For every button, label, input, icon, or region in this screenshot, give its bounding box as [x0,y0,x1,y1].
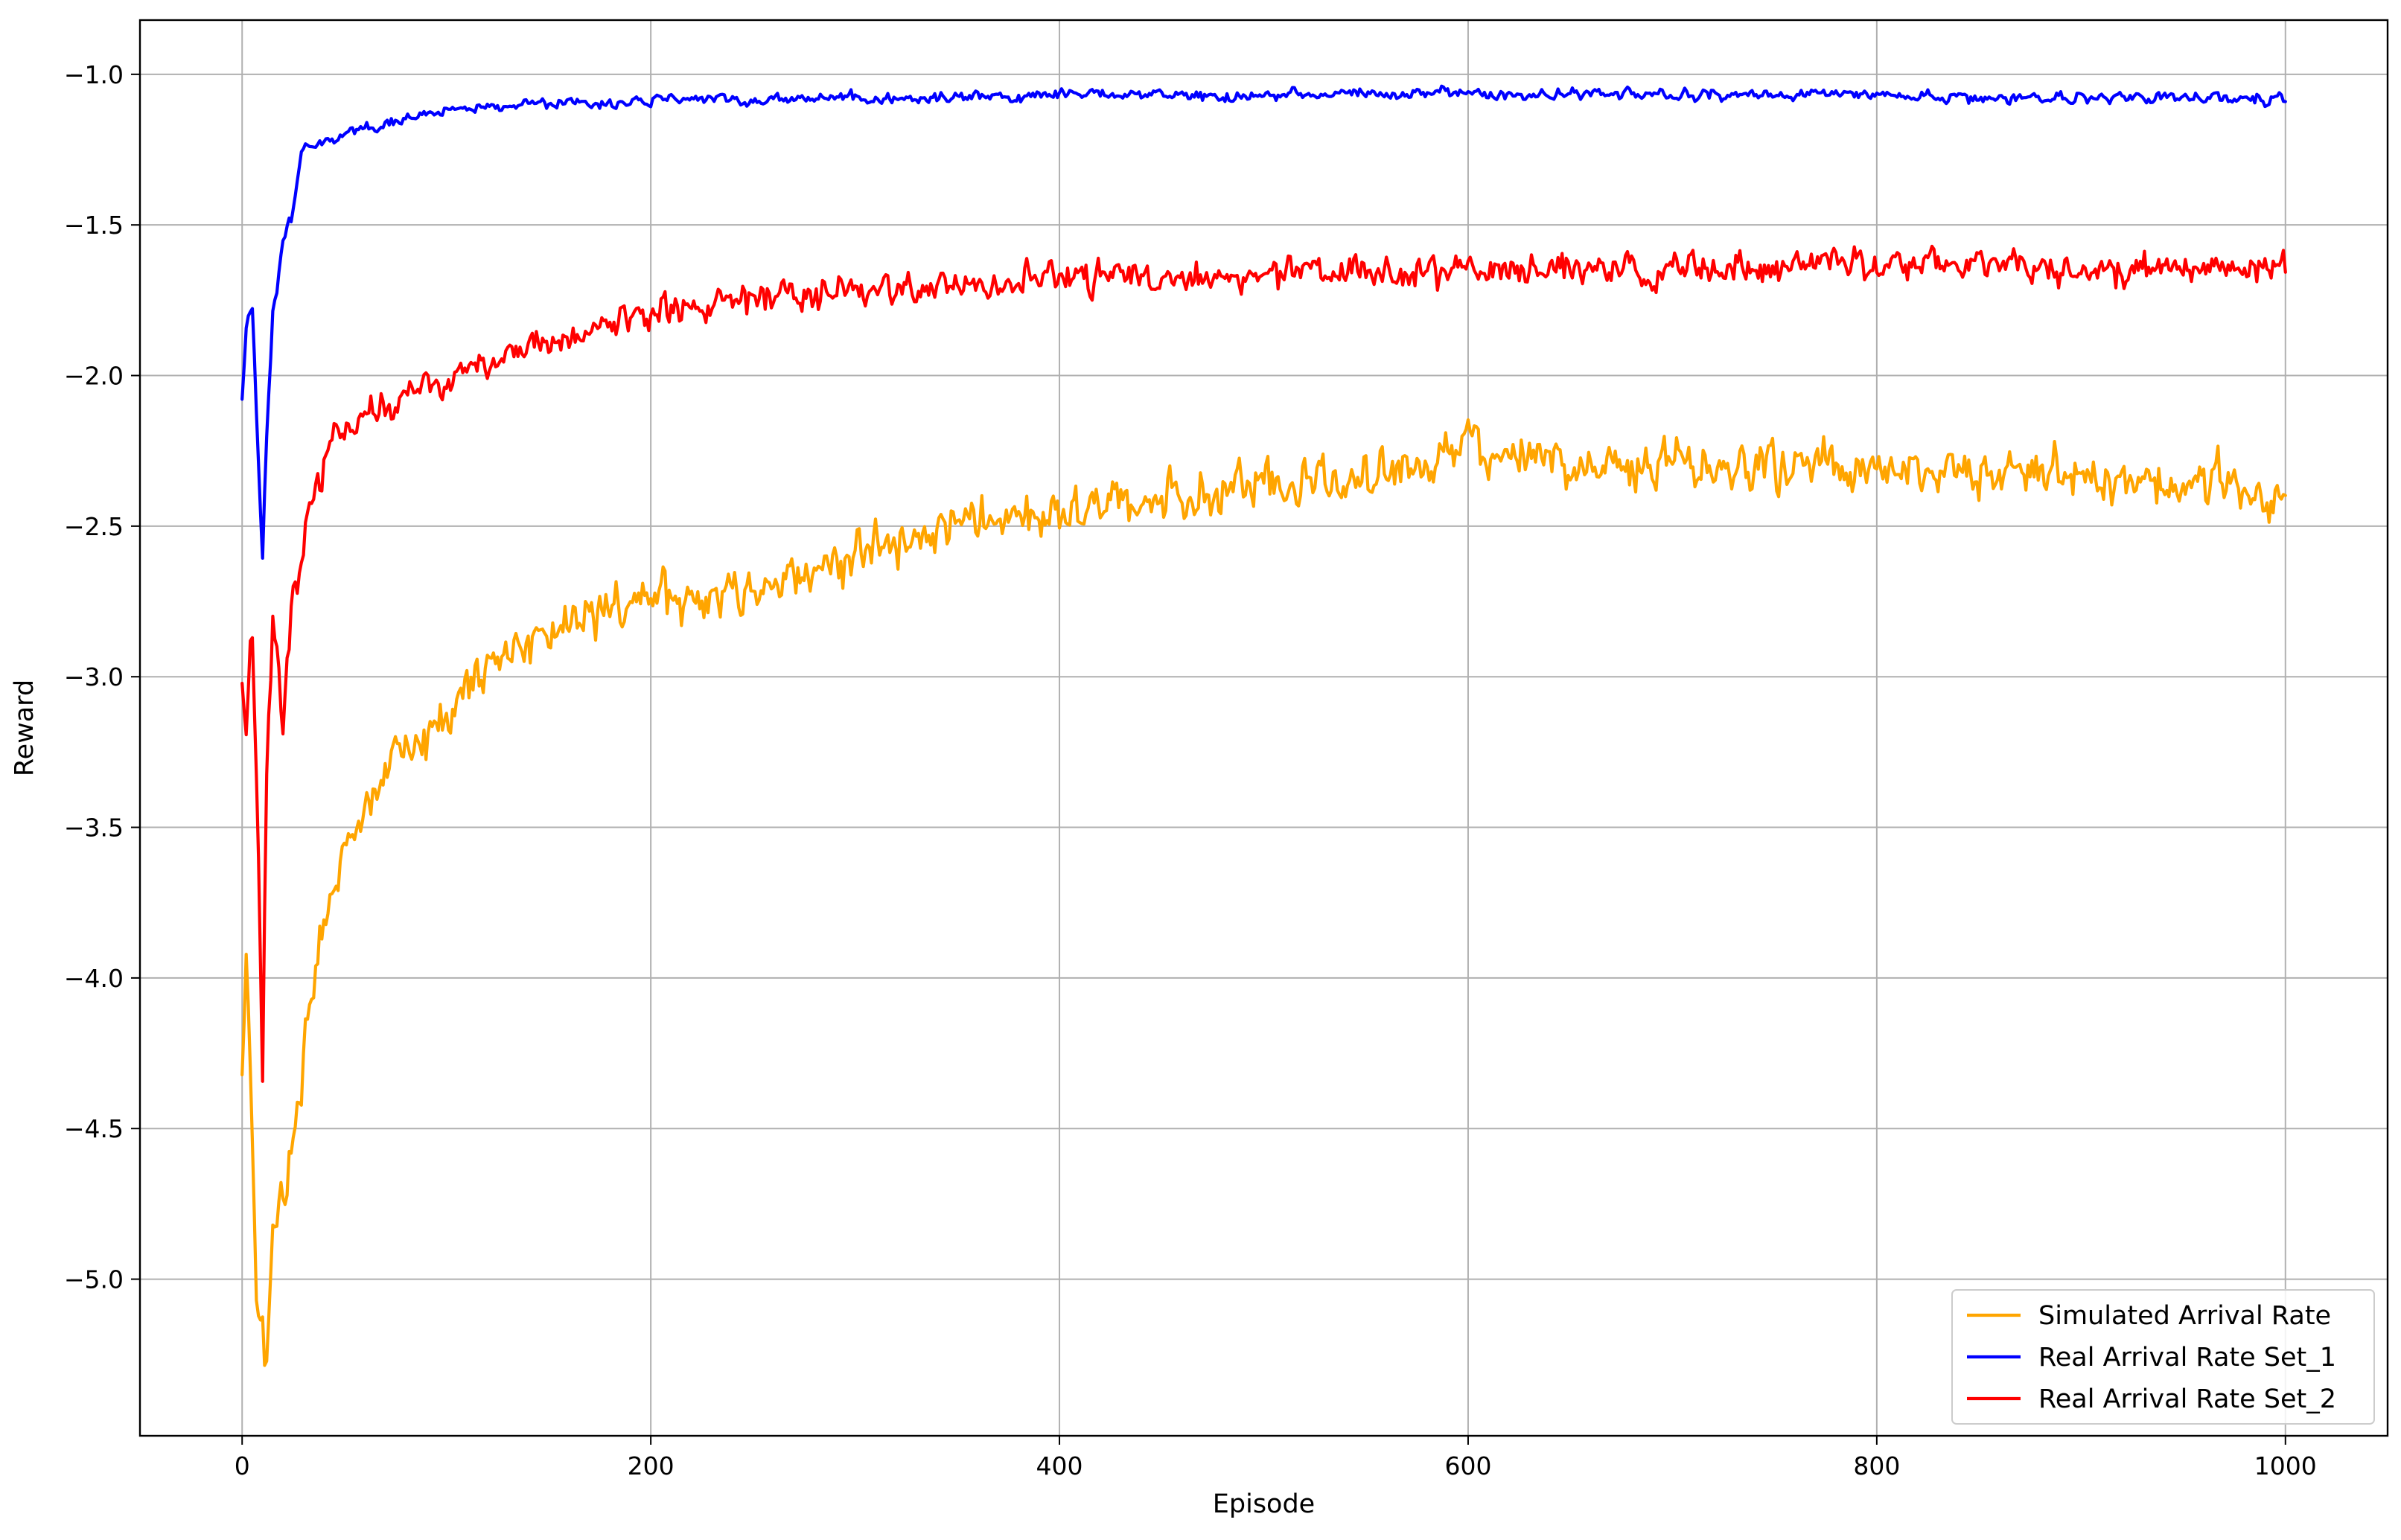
y-axis-label: Reward [10,680,39,776]
legend-label-2: Real Arrival Rate Set_1 [2038,1343,2336,1373]
ticks-layer: 0 200 400 600 800 1000 −5.0 −4.5 −4.0 −3.5 −3.0 −2.… [64,60,2317,1480]
y-tick-label: −4.5 [64,1114,124,1143]
legend: Simulated Arrival Rate Real Arrival Rate … [1951,1289,2375,1425]
series-line-3 [240,244,2287,1083]
x-tick-label: 200 [628,1451,675,1480]
series-line-2 [240,84,2287,560]
y-tick-label: −2.5 [64,512,124,541]
grid-layer [140,20,2388,1436]
y-tick-label: −2.0 [64,362,124,391]
y-tick-label: −1.5 [64,211,124,240]
y-tick-label: −4.0 [64,964,124,993]
x-tick-label: 1000 [2254,1451,2317,1480]
legend-label-3: Real Arrival Rate Set_2 [2038,1384,2336,1414]
x-tick-label: 600 [1444,1451,1491,1480]
y-tick-label: −3.5 [64,814,124,843]
y-tick-label: −3.0 [64,662,124,691]
y-tick-label: −5.0 [64,1265,124,1294]
series-line-1 [240,418,2287,1367]
x-tick-label: 800 [1853,1451,1900,1480]
y-tick-label: −1.0 [64,60,124,89]
x-tick-label: 0 [235,1451,250,1480]
legend-box [1951,1289,2375,1425]
legend-label-1: Simulated Arrival Rate [2038,1301,2331,1331]
x-tick-label: 400 [1036,1451,1083,1480]
series-layer [240,84,2287,1367]
plot-frame [138,19,2389,1437]
x-axis-label: Episode [1213,1489,1315,1519]
